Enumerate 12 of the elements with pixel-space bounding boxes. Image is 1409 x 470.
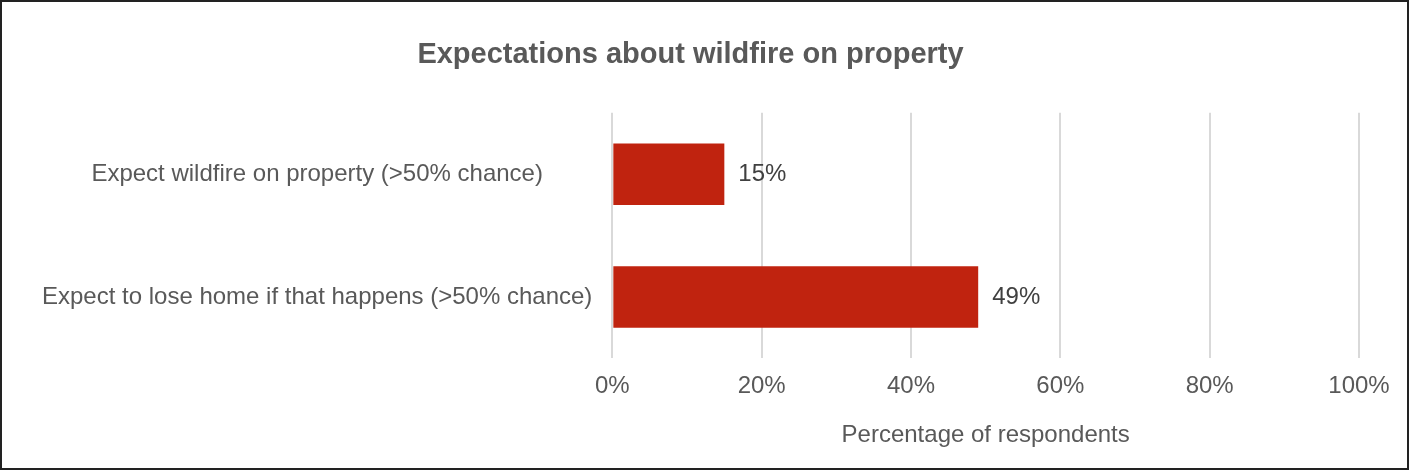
y-tick-label: Expect wildfire on property (>50% chance) bbox=[91, 158, 543, 186]
x-tick-label: 100% bbox=[1328, 371, 1390, 399]
x-tick-label: 80% bbox=[1185, 371, 1234, 399]
x-tick-label: 20% bbox=[737, 371, 786, 399]
x-axis-title: Percentage of respondents bbox=[841, 420, 1130, 448]
data-label: 15% bbox=[738, 158, 787, 186]
x-tick-label: 0% bbox=[594, 371, 630, 399]
x-tick-label: 40% bbox=[886, 371, 936, 399]
chart-title: Expectations about wildfire on property bbox=[417, 37, 964, 70]
y-tick-label: Expect to lose home if that happens (>50% chance) bbox=[42, 281, 593, 309]
x-tick-label: 60% bbox=[1036, 371, 1085, 399]
data-label: 49% bbox=[992, 281, 1041, 309]
